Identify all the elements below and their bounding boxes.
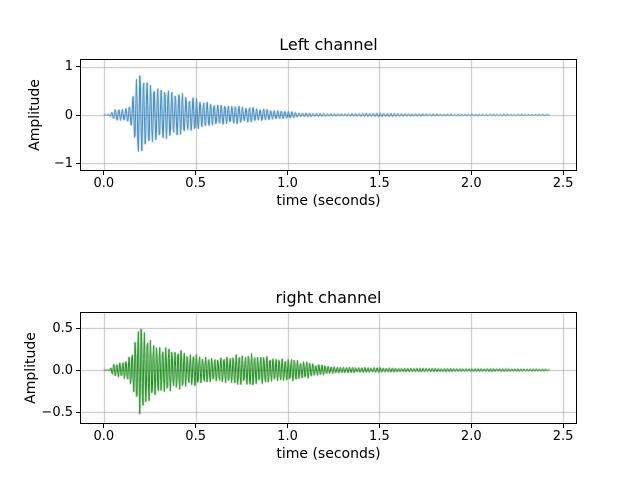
y-tick-label: 0.5 (52, 320, 73, 336)
x-tick-mark (562, 424, 564, 428)
x-tick-label: 1.5 (369, 429, 390, 444)
x-tick-mark (378, 424, 380, 428)
y-tick-mark (76, 162, 80, 164)
left-channel-xlabel: time (seconds) (276, 193, 381, 209)
x-tick-label: 1.0 (277, 176, 298, 191)
x-tick-mark (287, 424, 289, 428)
x-tick-mark (470, 424, 472, 428)
x-tick-label: 1.5 (369, 176, 390, 191)
left-channel-axes (80, 59, 577, 171)
x-tick-label: 0.0 (93, 176, 115, 191)
y-tick-label: −1 (53, 155, 73, 171)
x-tick-mark (378, 171, 380, 175)
x-tick-label: 2.0 (460, 176, 482, 191)
right-channel-axes (80, 312, 577, 424)
x-tick-mark (195, 424, 197, 428)
y-tick-mark (76, 66, 80, 68)
left-channel-waveform-canvas (81, 60, 576, 170)
x-tick-label: 0.0 (93, 429, 115, 444)
left-channel-title: Left channel (279, 35, 378, 54)
x-tick-label: 1.0 (277, 429, 298, 444)
x-tick-label: 2.5 (552, 176, 574, 191)
right-channel-xlabel: time (seconds) (276, 446, 381, 462)
x-tick-label: 2.0 (460, 429, 482, 444)
right-channel-title: right channel (275, 288, 382, 307)
y-tick-mark (76, 114, 80, 116)
x-tick-mark (103, 171, 105, 175)
y-tick-mark (76, 327, 80, 329)
x-tick-mark (562, 171, 564, 175)
y-tick-mark (76, 369, 80, 371)
x-tick-label: 0.5 (185, 176, 206, 191)
y-tick-label: −0.5 (41, 404, 73, 420)
right-channel-waveform-canvas (81, 313, 576, 423)
y-tick-label: 1 (64, 59, 73, 75)
x-tick-label: 2.5 (552, 429, 574, 444)
y-tick-label: 0.0 (52, 362, 73, 378)
x-tick-mark (103, 424, 105, 428)
x-tick-mark (195, 171, 197, 175)
y-tick-label: 0 (64, 107, 73, 123)
x-tick-label: 0.5 (185, 429, 206, 444)
y-tick-mark (76, 411, 80, 413)
x-tick-mark (470, 171, 472, 175)
x-tick-mark (287, 171, 289, 175)
